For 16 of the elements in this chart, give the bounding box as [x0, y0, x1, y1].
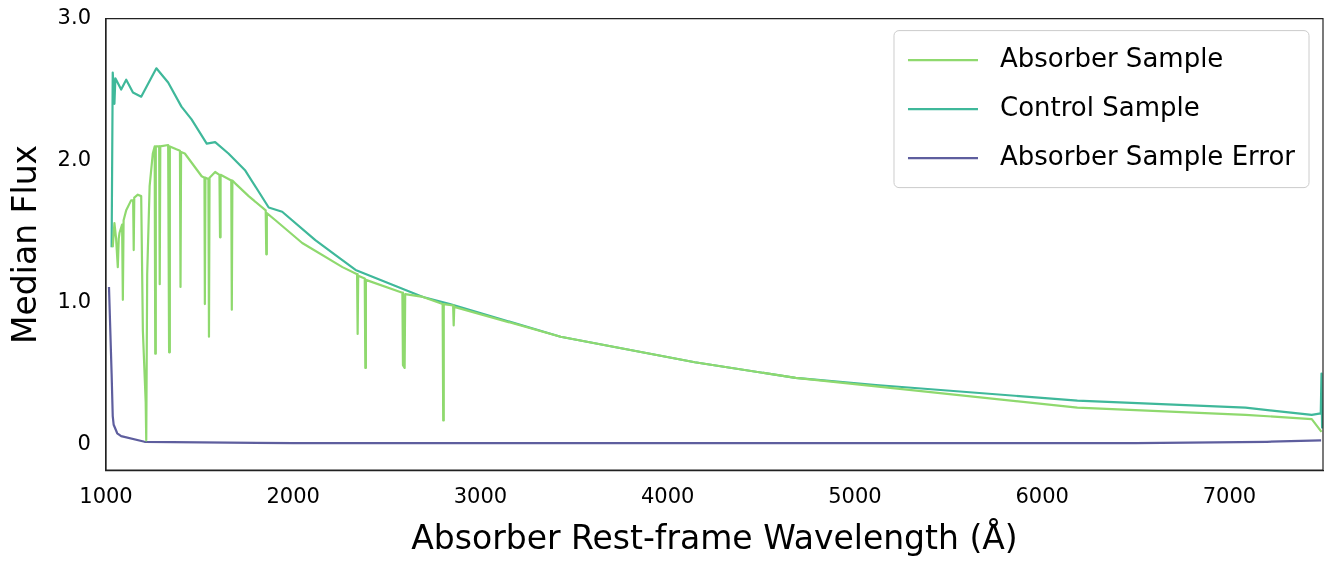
x-tick-label: 2000 — [266, 484, 320, 509]
x-tick-label: 3000 — [453, 484, 508, 509]
y-axis-title: Median Flux — [5, 144, 45, 344]
legend-label: Absorber Sample Error — [999, 140, 1296, 171]
x-tick-label: 7000 — [1202, 484, 1257, 509]
x-axis-title: Absorber Rest-frame Wavelength (Å) — [411, 516, 1018, 557]
legend-label: Absorber Sample — [999, 42, 1224, 73]
legend-label: Control Sample — [999, 91, 1200, 122]
x-tick-label: 1000 — [79, 484, 133, 509]
y-tick-label: 3.0 — [57, 5, 91, 30]
x-tick-label: 4000 — [640, 484, 695, 509]
y-tick-label: 2.0 — [57, 147, 91, 172]
x-tick-label: 6000 — [1015, 484, 1069, 509]
y-tick-label: 1.0 — [57, 289, 91, 314]
y-tick-label: 0 — [77, 431, 91, 456]
x-tick-label: 5000 — [828, 484, 882, 509]
